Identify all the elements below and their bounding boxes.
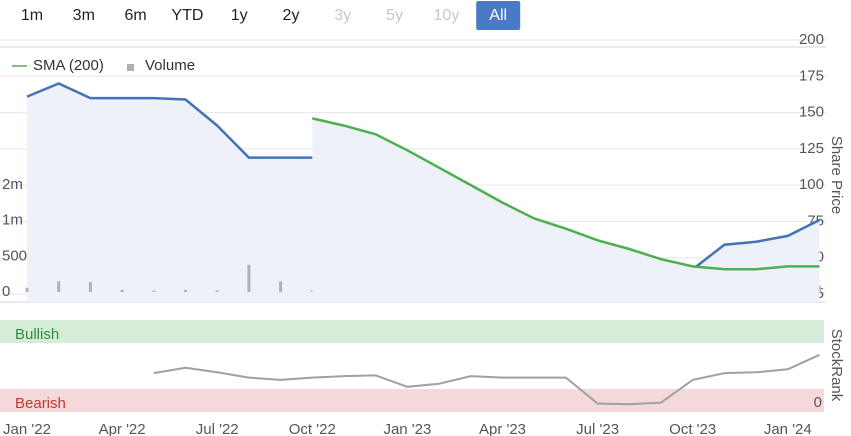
y-tick-label: 100	[799, 176, 824, 193]
range-button[interactable]: 3m	[73, 7, 95, 24]
button-label: All	[489, 7, 507, 24]
price-area	[27, 83, 820, 302]
button-label: YTD	[171, 7, 203, 24]
y2-tick-label: 500k	[2, 247, 35, 264]
volume-bar	[57, 281, 61, 292]
y-tick-label: 175	[799, 67, 824, 84]
bearish-band	[0, 389, 824, 412]
y-tick-label: 0	[814, 394, 822, 411]
x-tick-label: Oct '23	[669, 421, 716, 436]
x-tick-label: Apr '22	[99, 421, 146, 436]
button-label: 6m	[124, 7, 146, 24]
y-axis-title: StockRank	[828, 329, 845, 402]
volume-bar	[25, 287, 29, 292]
volume-bar	[247, 264, 251, 292]
y-tick-label: 150	[799, 104, 824, 121]
x-tick-label: Jul '22	[196, 421, 239, 436]
button-label: 1m	[21, 7, 43, 24]
bullish-label: Bullish	[15, 326, 59, 343]
volume-bar	[120, 289, 124, 292]
rank-line	[153, 353, 820, 406]
range-button: 10y	[434, 7, 460, 24]
volume-bar	[152, 290, 156, 292]
x-tick-label: Oct '22	[289, 421, 336, 436]
bearish-label: Bearish	[15, 395, 66, 412]
range-button: 5y	[386, 7, 403, 24]
button-label: 5y	[386, 7, 403, 24]
button-bg	[476, 1, 521, 30]
range-button[interactable]: 1y	[231, 7, 248, 24]
legend-entry[interactable]: Volume	[145, 57, 195, 74]
volume-bar	[279, 281, 283, 292]
x-tick-label: Apr '23	[479, 421, 526, 436]
x-tick-label: Jul '23	[576, 421, 619, 436]
legend-swatch	[127, 64, 134, 71]
range-button: 3y	[334, 7, 351, 24]
button-label: 10y	[434, 7, 460, 24]
legend-entry[interactable]: SMA (200)	[33, 57, 104, 74]
button-label: 1y	[231, 7, 248, 24]
series-line	[312, 117, 820, 271]
y-tick-label: 125	[799, 140, 824, 157]
volume-bar	[88, 282, 92, 292]
button-label: 3m	[73, 7, 95, 24]
y-axis-title: Share Price	[828, 136, 845, 214]
x-tick-label: Jan '24	[764, 421, 812, 436]
x-tick-label: Jan '22	[3, 421, 51, 436]
range-button[interactable]: 1m	[21, 7, 43, 24]
button-label: 2y	[283, 7, 300, 24]
y2-tick-label: 1m	[2, 212, 23, 229]
range-button[interactable]: 6m	[124, 7, 146, 24]
bullish-band	[0, 320, 824, 343]
range-button[interactable]: All	[476, 1, 521, 30]
button-label: 3y	[334, 7, 351, 24]
y-tick-label: 200	[799, 31, 824, 48]
volume-bar	[215, 290, 219, 292]
y2-tick-label: 2m	[2, 176, 23, 193]
x-tick-label: Jan '23	[383, 421, 431, 436]
range-button[interactable]: 2y	[283, 7, 300, 24]
volume-bar	[184, 289, 187, 292]
range-button[interactable]: YTD	[171, 7, 203, 24]
y2-tick-label: 0	[2, 283, 10, 300]
price-area	[312, 118, 820, 303]
